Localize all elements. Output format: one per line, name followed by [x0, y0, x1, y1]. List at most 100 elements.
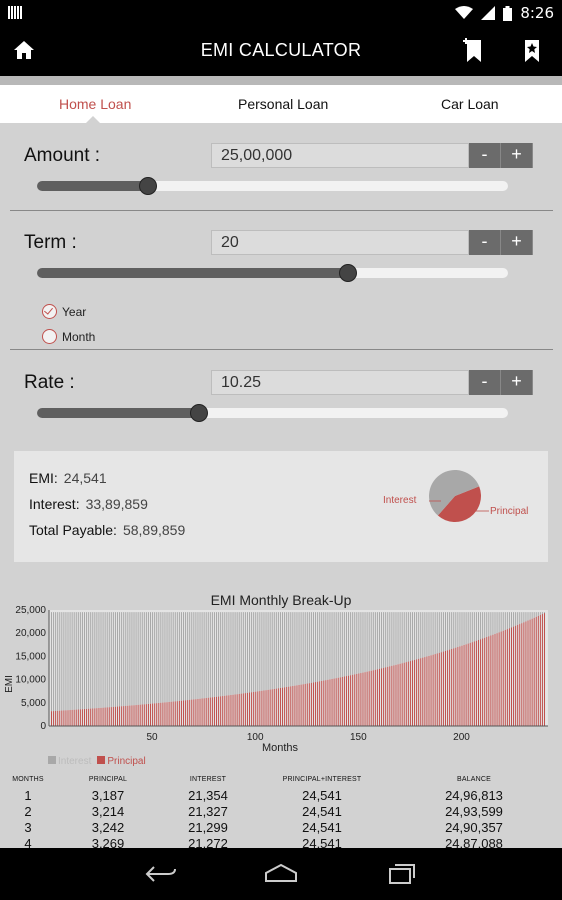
bar-principal	[121, 706, 123, 726]
term-input[interactable]: 20	[211, 230, 469, 255]
bar-principal	[544, 613, 545, 726]
home-outline-icon[interactable]	[263, 862, 299, 884]
bar-interest	[164, 612, 166, 703]
bar-interest	[234, 612, 236, 695]
interest-line: Interest: 33,89,859	[29, 496, 148, 512]
bar-interest	[393, 612, 395, 666]
bar-principal	[343, 676, 345, 726]
radio-month[interactable]	[42, 329, 57, 344]
bar-principal	[164, 702, 166, 726]
bar-principal	[354, 674, 356, 726]
bar-interest	[51, 612, 52, 712]
amount-label: Amount :	[24, 145, 101, 166]
bar-interest	[339, 612, 341, 678]
bar-interest	[269, 612, 271, 690]
bar-principal	[339, 677, 341, 726]
app-bar: EMI CALCULATOR	[0, 26, 562, 76]
term-slider-thumb[interactable]	[338, 264, 357, 282]
bar-principal	[141, 704, 143, 726]
table-cell: 21,299	[188, 820, 228, 835]
bar-interest	[205, 612, 207, 699]
bar-interest	[473, 612, 475, 642]
y-tick-label: 10,000	[15, 675, 46, 686]
bar-interest	[480, 612, 482, 640]
bookmark-add-icon[interactable]	[461, 36, 485, 64]
bar-principal	[106, 707, 108, 726]
bar-interest	[302, 612, 304, 685]
amount-plus-button[interactable]: +	[501, 143, 533, 168]
bar-principal	[277, 688, 279, 726]
bar-principal	[94, 708, 96, 726]
bar-principal	[469, 642, 471, 726]
recents-icon[interactable]	[387, 861, 417, 885]
term-plus-button[interactable]: +	[501, 230, 533, 255]
bar-interest	[308, 612, 310, 684]
bar-principal	[282, 687, 284, 726]
total-value: 58,89,859	[122, 522, 186, 538]
bar-principal	[195, 699, 197, 726]
bar-interest	[513, 612, 515, 627]
table-cell: 21,327	[188, 804, 228, 819]
bar-interest	[170, 612, 172, 702]
bar-principal	[444, 650, 446, 726]
tab-car-loan[interactable]: Car Loan	[441, 96, 499, 112]
bar-interest	[271, 612, 273, 690]
bar-principal	[73, 709, 75, 726]
bar-interest	[185, 612, 187, 701]
term-slider[interactable]	[37, 268, 508, 278]
tab-home-loan[interactable]: Home Loan	[59, 96, 132, 112]
bar-interest	[510, 612, 512, 628]
chart-legend: Interest Principal	[48, 756, 146, 767]
bar-interest	[75, 612, 77, 710]
bar-interest	[358, 612, 360, 674]
home-icon[interactable]	[12, 38, 36, 62]
bar-principal	[447, 650, 449, 726]
bar-principal	[230, 695, 232, 726]
rate-input[interactable]: 10.25	[211, 370, 469, 395]
bar-interest	[154, 612, 156, 704]
x-tick-label: 50	[147, 732, 159, 743]
amount-slider[interactable]	[37, 181, 508, 191]
bar-principal	[207, 697, 209, 726]
bar-principal	[319, 681, 321, 726]
bar-interest	[288, 612, 290, 687]
rate-slider-thumb[interactable]	[190, 404, 209, 422]
bar-principal	[251, 692, 253, 726]
amount-slider-thumb[interactable]	[138, 177, 157, 195]
bar-principal	[364, 672, 366, 726]
bar-principal	[211, 697, 213, 726]
bar-principal	[395, 664, 397, 726]
amount-input[interactable]: 25,00,000	[211, 143, 469, 168]
bar-principal	[535, 616, 537, 726]
rate-slider[interactable]	[37, 408, 508, 418]
bar-principal	[246, 692, 248, 726]
bar-principal	[465, 644, 467, 726]
bar-interest	[356, 612, 358, 674]
bar-interest	[290, 612, 292, 687]
tab-personal-loan[interactable]: Personal Loan	[238, 96, 329, 112]
bar-principal	[490, 635, 492, 726]
bar-principal	[79, 709, 81, 726]
bar-principal	[236, 694, 238, 726]
bar-interest	[432, 612, 434, 655]
x-tick-label: 150	[350, 732, 367, 743]
pie-label-interest: Interest	[383, 495, 417, 506]
bar-interest	[471, 612, 473, 643]
bar-principal	[57, 710, 59, 726]
bar-interest	[484, 612, 486, 638]
bookmark-star-icon[interactable]	[522, 36, 542, 64]
bar-principal	[482, 638, 484, 726]
back-icon[interactable]	[144, 864, 178, 884]
bar-interest	[267, 612, 269, 690]
bar-interest	[240, 612, 242, 694]
radio-year[interactable]	[42, 304, 57, 319]
rate-minus-button[interactable]: -	[469, 370, 501, 395]
bar-principal	[414, 659, 416, 726]
bar-interest	[112, 612, 114, 707]
bar-principal	[84, 709, 86, 726]
rate-plus-button[interactable]: +	[501, 370, 533, 395]
term-minus-button[interactable]: -	[469, 230, 501, 255]
bar-interest	[88, 612, 90, 709]
amount-minus-button[interactable]: -	[469, 143, 501, 168]
bar-principal	[244, 693, 246, 726]
